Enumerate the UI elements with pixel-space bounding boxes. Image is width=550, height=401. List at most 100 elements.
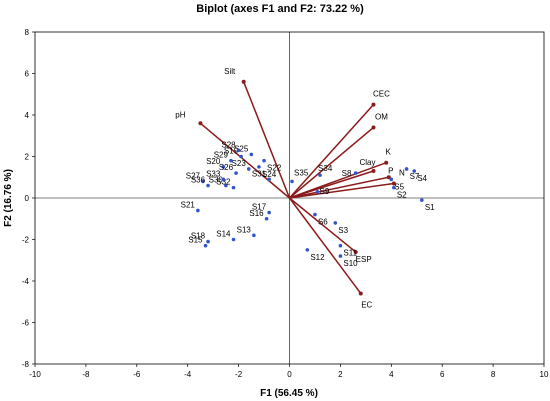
observation-label: S6 bbox=[318, 218, 328, 227]
observation-label: S32 bbox=[216, 178, 231, 187]
x-tick-label: 4 bbox=[389, 370, 394, 379]
variable-label-esp: ESP bbox=[356, 255, 372, 264]
observation-label: S11 bbox=[343, 249, 357, 258]
observation-point bbox=[231, 237, 236, 242]
observation-point bbox=[221, 165, 226, 169]
variable-vector-esp bbox=[289, 197, 357, 253]
observation-label: S26 bbox=[219, 163, 234, 172]
observation-label: S4 bbox=[417, 174, 427, 183]
variable-endpoint-ph bbox=[198, 121, 203, 126]
observation-label: S24 bbox=[262, 170, 277, 179]
observation-label: S13 bbox=[237, 225, 252, 234]
observation-point bbox=[313, 212, 317, 217]
variable-endpoint-om bbox=[371, 125, 376, 130]
observation-label: S18 bbox=[191, 232, 206, 241]
variable-vector-p bbox=[289, 176, 389, 199]
variable-vector-ec bbox=[288, 197, 362, 294]
observation-point bbox=[236, 148, 241, 153]
observation-point bbox=[267, 177, 271, 182]
observation-point bbox=[229, 158, 233, 163]
observation-label: S17 bbox=[252, 203, 267, 212]
observation-label: S25 bbox=[234, 144, 249, 153]
observation-label: S10 bbox=[343, 259, 358, 268]
observation-label: S3 bbox=[338, 226, 348, 235]
observation-point bbox=[201, 179, 205, 184]
observation-label: S31 bbox=[252, 169, 267, 178]
observation-label: S29 bbox=[214, 151, 229, 160]
y-tick-label: 8 bbox=[25, 28, 30, 37]
observation-point bbox=[290, 179, 294, 184]
variable-endpoint-silt bbox=[241, 79, 246, 84]
observation-point bbox=[305, 248, 310, 252]
observation-point bbox=[231, 185, 236, 190]
variable-endpoint-cec bbox=[371, 102, 376, 107]
observation-label: S16 bbox=[249, 209, 264, 218]
observation-label: S8 bbox=[342, 169, 352, 178]
x-tick-label: 10 bbox=[540, 370, 549, 379]
observation-point bbox=[392, 185, 396, 190]
variable-label-p: P bbox=[388, 166, 393, 175]
observation-point bbox=[353, 171, 358, 175]
y-axis-label: F2 (16.76 %) bbox=[3, 169, 14, 227]
variable-endpoint-clay bbox=[371, 169, 376, 174]
y-tick-label: 4 bbox=[25, 111, 30, 120]
observation-point bbox=[412, 169, 417, 173]
variable-endpoint-ec bbox=[358, 291, 363, 296]
variable-vectors: Silt pH CEC OM K Clay P N ESP EC bbox=[175, 67, 405, 310]
observation-point bbox=[249, 152, 254, 157]
y-tick-label: 6 bbox=[25, 70, 30, 79]
observation-point bbox=[234, 171, 238, 175]
observation-label: S28 bbox=[221, 140, 236, 149]
observation-label: S27 bbox=[186, 171, 201, 180]
variable-label-om: OM bbox=[375, 112, 388, 121]
observation-label: S12 bbox=[310, 253, 325, 262]
observation-point bbox=[264, 216, 269, 221]
observation-point bbox=[338, 243, 343, 248]
observation-point bbox=[389, 177, 394, 182]
observation-point bbox=[420, 198, 424, 202]
y-tick-label: -8 bbox=[22, 360, 30, 369]
observation-point bbox=[333, 221, 338, 225]
variable-label-n: N bbox=[399, 168, 405, 177]
observation-label: S1 bbox=[425, 203, 435, 212]
observation-point bbox=[257, 165, 261, 169]
x-tick-label: -8 bbox=[82, 370, 90, 379]
observation-point bbox=[224, 183, 228, 188]
observation-point bbox=[404, 167, 409, 171]
observation-label: S2 bbox=[397, 191, 407, 200]
variable-vector-clay bbox=[289, 170, 374, 199]
observation-point bbox=[221, 177, 226, 182]
observation-point bbox=[246, 167, 251, 171]
y-tick-label: -6 bbox=[22, 319, 30, 328]
observation-label: S20 bbox=[206, 157, 221, 166]
observation-point bbox=[203, 243, 208, 248]
observation-label: S36 bbox=[191, 176, 206, 185]
variable-label-k: K bbox=[386, 148, 392, 157]
x-tick-label: 2 bbox=[338, 370, 343, 379]
observation-points: S1S2S3S4S5S6S7S8S9S10S11S12S13S14S15S16S… bbox=[181, 140, 436, 268]
observation-label: S9 bbox=[319, 187, 329, 196]
observation-point bbox=[206, 183, 210, 188]
chart-title: Biplot (axes F1 and F2: 73.22 %) bbox=[196, 3, 364, 15]
variable-vector-n bbox=[289, 182, 394, 199]
observation-label: S34 bbox=[318, 164, 333, 173]
observation-label: S19 bbox=[224, 147, 239, 156]
x-tick-label: -2 bbox=[235, 370, 243, 379]
variable-vector-silt bbox=[242, 81, 291, 199]
y-tick-label: -2 bbox=[22, 236, 30, 245]
observation-label: S35 bbox=[294, 168, 309, 177]
variable-endpoint-n bbox=[391, 181, 396, 186]
x-tick-label: -6 bbox=[133, 370, 141, 379]
variable-label-cec: CEC bbox=[373, 90, 390, 99]
x-tick-label: 6 bbox=[440, 370, 445, 379]
observation-label: S7 bbox=[410, 172, 420, 181]
observation-point bbox=[318, 173, 322, 177]
y-tick-label: 0 bbox=[25, 194, 30, 203]
variable-endpoint-p bbox=[386, 175, 391, 180]
y-tick-label: -4 bbox=[22, 277, 30, 286]
observation-label: S5 bbox=[394, 182, 404, 191]
variable-label-ec: EC bbox=[361, 300, 372, 309]
observation-point bbox=[252, 233, 256, 238]
